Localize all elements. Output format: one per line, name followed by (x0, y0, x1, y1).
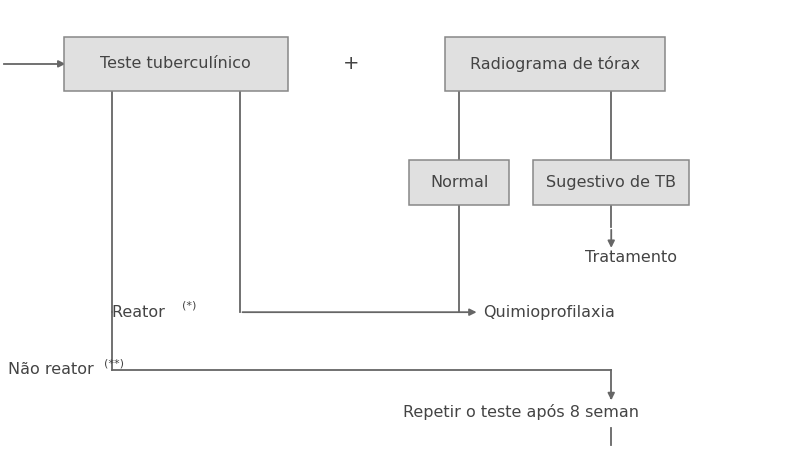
Text: Não reator: Não reator (8, 362, 99, 377)
Text: Tratamento: Tratamento (585, 250, 678, 265)
FancyBboxPatch shape (534, 160, 689, 205)
FancyBboxPatch shape (64, 37, 288, 91)
Text: Sugestivo de TB: Sugestivo de TB (547, 175, 676, 190)
Text: (**): (**) (104, 358, 124, 368)
Text: Radiograma de tórax: Radiograma de tórax (471, 56, 640, 72)
Text: +: + (344, 54, 360, 73)
Text: Teste tuberculínico: Teste tuberculínico (101, 56, 251, 71)
FancyBboxPatch shape (445, 37, 665, 91)
Text: Normal: Normal (430, 175, 489, 190)
Text: Reator: Reator (112, 305, 170, 320)
FancyBboxPatch shape (409, 160, 510, 205)
Text: (*): (*) (182, 300, 197, 310)
Text: Quimioprofilaxia: Quimioprofilaxia (483, 305, 615, 320)
Text: Repetir o teste após 8 seman: Repetir o teste após 8 seman (403, 403, 639, 420)
